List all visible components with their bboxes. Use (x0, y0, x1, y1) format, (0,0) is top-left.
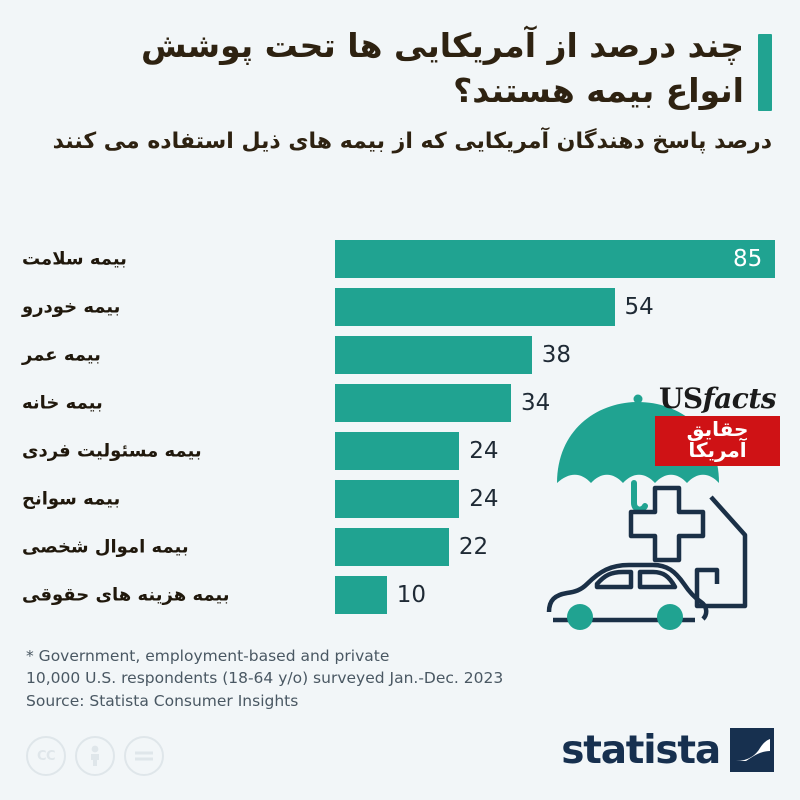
usfacts-logo: USfacts حقایق آمریکا (655, 385, 780, 466)
statista-logo: statista (561, 728, 774, 772)
bar-category-label: بیمه هزینه های حقوقی (22, 584, 230, 606)
bar-chart: بیمه سلامت 85 بیمه خودرو 54 بیمه عمر 38 بیمه خ… (0, 240, 800, 620)
bar-value-label: 34 (521, 390, 551, 416)
bar-row: بیمه مسئولیت فردی 24 (0, 432, 800, 470)
bar-category-label: بیمه سوانح (22, 488, 121, 510)
bar-track: 38 (335, 336, 775, 374)
page-subtitle: درصد پاسخ دهندگان آمریکایی که از بیمه ها… (52, 129, 772, 155)
bar-track: 24 (335, 432, 775, 470)
cc-nd-equals-icon[interactable] (124, 736, 164, 776)
bar-track: 85 (335, 240, 775, 278)
usfacts-badge: حقایق آمریکا (655, 416, 780, 466)
bar-fill (335, 576, 387, 614)
bar-row: بیمه اموال شخصی 22 (0, 528, 800, 566)
bar-category-label: بیمه مسئولیت فردی (22, 440, 202, 462)
cc-icon-label: CC (36, 748, 56, 764)
title-accent-bar (758, 34, 772, 112)
usfacts-facts: facts (702, 382, 777, 415)
page-title: چند درصد از آمریکایی ها تحت پوشش انواع ب… (140, 26, 744, 110)
bar-value-label: 24 (469, 438, 499, 464)
person-glyph (91, 745, 99, 766)
bar-track: 34 (335, 384, 775, 422)
equals-glyph (135, 751, 153, 761)
bar-fill (335, 384, 511, 422)
cc-by-person-icon[interactable] (75, 736, 115, 776)
footnote-line-2: 10,000 U.S. respondents (18-64 y/o) surv… (26, 669, 504, 688)
bar-fill (335, 480, 460, 518)
bar-row: بیمه خودرو 54 (0, 288, 800, 326)
bar-category-label: بیمه عمر (22, 344, 101, 366)
bar-row: بیمه عمر 38 (0, 336, 800, 374)
bar-category-label: بیمه خانه (22, 392, 103, 414)
bar-value-label: 54 (624, 294, 654, 320)
title-block: چند درصد از آمریکایی ها تحت پوشش انواع ب… (40, 24, 744, 115)
bar-category-label: بیمه سلامت (22, 248, 127, 270)
footnote-source: Source: Statista Consumer Insights (26, 691, 299, 710)
cc-icon[interactable]: CC (26, 736, 66, 776)
bar-category-label: بیمه خودرو (22, 296, 121, 318)
bar-value-label: 10 (396, 582, 427, 608)
usfacts-wordmark: USfacts (655, 385, 780, 413)
footnote: * Government, employment-based and priva… (26, 645, 503, 712)
bar-value-label: 85 (733, 246, 763, 272)
header: چند درصد از آمریکایی ها تحت پوشش انواع ب… (40, 24, 772, 158)
bar-fill (335, 240, 775, 278)
usfacts-badge-line1: حقایق (686, 417, 749, 441)
bar-row: بیمه خانه 34 (0, 384, 800, 422)
bar-fill (335, 336, 532, 374)
title-row: چند درصد از آمریکایی ها تحت پوشش انواع ب… (40, 24, 772, 115)
bar-value-label: 22 (458, 534, 489, 560)
bar-row: بیمه سلامت 85 (0, 240, 800, 278)
bar-fill (335, 432, 460, 470)
statista-wordmark: statista (561, 727, 721, 773)
bar-category-label: بیمه اموال شخصی (22, 536, 189, 558)
footnote-line-1: * Government, employment-based and priva… (26, 647, 390, 665)
bar-track: 10 (335, 576, 775, 614)
bar-fill (335, 288, 615, 326)
statista-mark-icon (730, 728, 774, 772)
bar-track: 22 (335, 528, 775, 566)
creative-commons-icons: CC (26, 736, 164, 776)
bar-track: 54 (335, 288, 775, 326)
bar-fill (335, 528, 449, 566)
bar-row: بیمه هزینه های حقوقی 10 (0, 576, 800, 614)
bar-track: 24 (335, 480, 775, 518)
bar-row: بیمه سوانح 24 (0, 480, 800, 518)
usfacts-badge-line2: آمریکا (688, 438, 747, 462)
bar-value-label: 24 (469, 486, 499, 512)
usfacts-us: US (658, 382, 703, 415)
bar-value-label: 38 (541, 342, 571, 368)
